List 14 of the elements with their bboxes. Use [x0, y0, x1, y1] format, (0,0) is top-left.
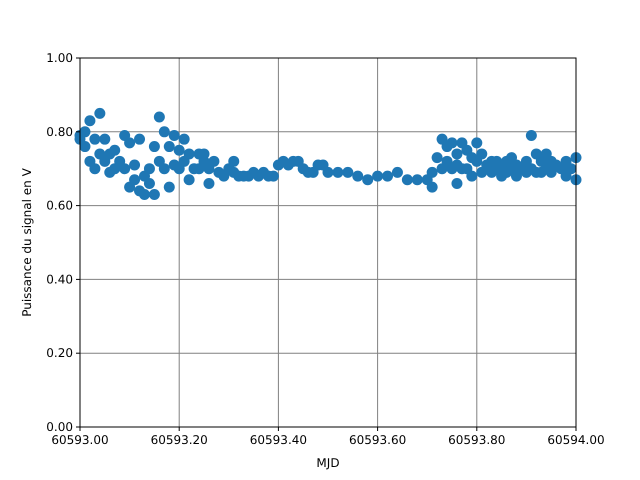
- x-tick-label: 60593.80: [448, 433, 506, 447]
- x-axis-title: MJD: [316, 456, 340, 470]
- y-axis-title: Puissance du signal en V: [20, 167, 34, 317]
- y-tick-label: 0.00: [46, 420, 73, 434]
- x-tick-label: 60593.20: [150, 433, 208, 447]
- y-tick-label: 0.60: [46, 198, 73, 213]
- x-tick-label: 60594.00: [547, 433, 605, 447]
- y-tick-label: 1.00: [46, 51, 73, 65]
- x-tick-label: 60593.40: [250, 433, 308, 447]
- y-tick-label: 0.80: [46, 124, 73, 139]
- x-tick-label: 60593.00: [51, 433, 109, 447]
- x-tick-label: 60593.60: [348, 433, 406, 447]
- y-tick-label: 0.20: [46, 346, 73, 360]
- y-tick-label: 0.40: [46, 272, 73, 286]
